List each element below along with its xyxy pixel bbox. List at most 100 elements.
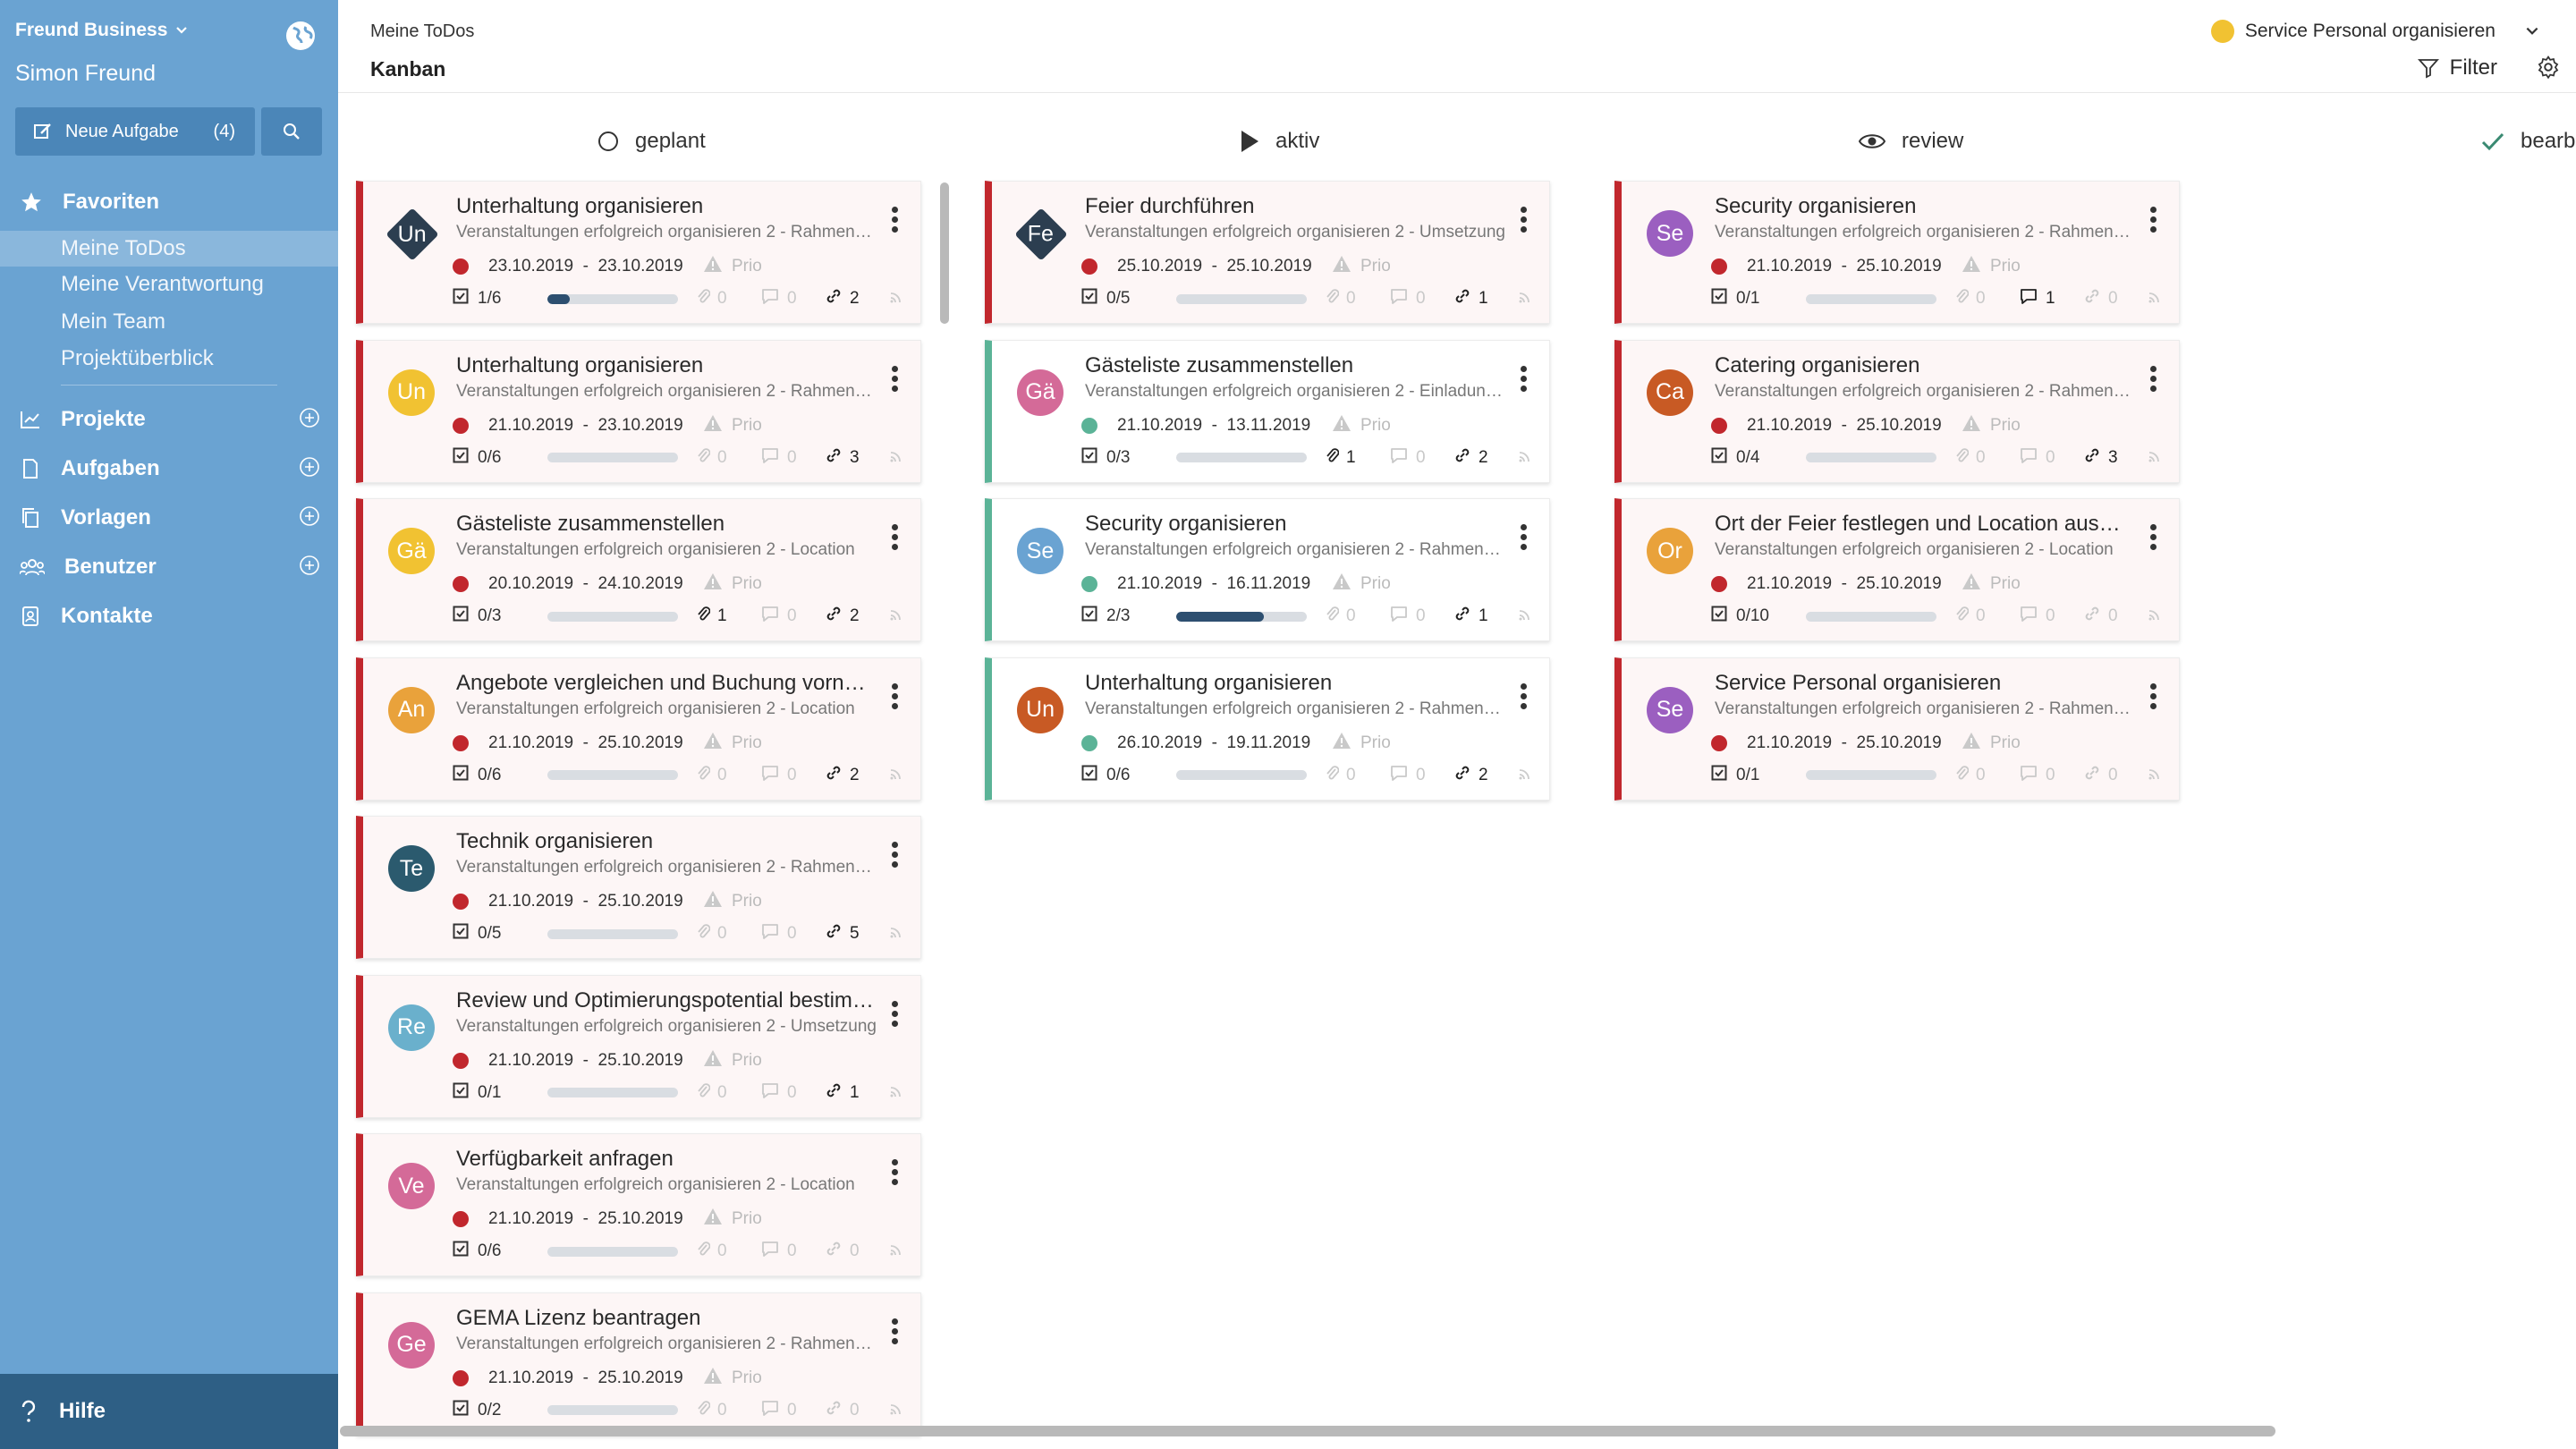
sidebar-item-meine-verantwortung[interactable]: Meine Verantwortung xyxy=(61,272,264,296)
task-card[interactable]: Se Security organisieren Veranstaltungen e… xyxy=(1614,181,2180,324)
checklist-count[interactable]: 0/2 xyxy=(453,1400,547,1421)
links-count[interactable]: 0 xyxy=(825,1399,889,1422)
links-count[interactable]: 0 xyxy=(2083,287,2148,310)
card-title[interactable]: Security organisieren xyxy=(1715,194,1917,218)
links-count[interactable]: 0 xyxy=(2083,764,2148,787)
card-menu-icon[interactable] xyxy=(892,1318,899,1344)
priority-indicator[interactable]: Prio xyxy=(1962,732,2021,755)
checklist-count[interactable]: 0/6 xyxy=(1081,765,1176,786)
comments-count[interactable]: 0 xyxy=(760,1081,825,1105)
comments-count[interactable]: 0 xyxy=(760,1399,825,1422)
task-card[interactable]: An Angebote vergleichen und Buchung vorne… xyxy=(356,657,921,801)
add-user-icon[interactable] xyxy=(299,555,320,576)
comments-count[interactable]: 0 xyxy=(2019,605,2083,628)
card-title[interactable]: Unterhaltung organisieren xyxy=(1085,670,1333,695)
search-button[interactable] xyxy=(261,107,322,156)
comments-count[interactable]: 0 xyxy=(760,287,825,310)
comments-count[interactable]: 0 xyxy=(2019,764,2083,787)
attachments-count[interactable]: 0 xyxy=(1954,605,2019,628)
checklist-count[interactable]: 0/1 xyxy=(1711,288,1806,309)
priority-indicator[interactable]: Prio xyxy=(703,732,762,755)
attachments-count[interactable]: 0 xyxy=(1325,605,1389,628)
card-menu-icon[interactable] xyxy=(892,1000,899,1027)
card-menu-icon[interactable] xyxy=(892,1159,899,1185)
attachments-count[interactable]: 0 xyxy=(1954,764,2019,787)
card-menu-icon[interactable] xyxy=(892,524,899,550)
attachments-count[interactable]: 1 xyxy=(1325,446,1389,470)
workspace-selector[interactable]: Freund Business xyxy=(15,20,189,41)
links-count[interactable]: 2 xyxy=(825,605,889,628)
links-count[interactable]: 1 xyxy=(1453,605,1518,628)
rss-icon[interactable] xyxy=(2148,765,2164,786)
card-menu-icon[interactable] xyxy=(892,682,899,709)
comments-count[interactable]: 0 xyxy=(760,764,825,787)
rss-icon[interactable] xyxy=(889,923,905,945)
checklist-count[interactable]: 0/5 xyxy=(453,923,547,945)
card-title[interactable]: Security organisieren xyxy=(1085,512,1287,536)
priority-indicator[interactable]: Prio xyxy=(1962,255,2021,278)
add-project-icon[interactable] xyxy=(299,407,320,428)
links-count[interactable]: 1 xyxy=(1453,287,1518,310)
links-count[interactable]: 3 xyxy=(2083,446,2148,470)
links-count[interactable]: 1 xyxy=(825,1081,889,1105)
new-task-button[interactable]: Neue Aufgabe (4) xyxy=(15,107,255,156)
rss-icon[interactable] xyxy=(1518,288,1534,309)
priority-indicator[interactable]: Prio xyxy=(703,572,762,596)
attachments-count[interactable]: 0 xyxy=(1954,287,2019,310)
priority-indicator[interactable]: Prio xyxy=(1332,732,1391,755)
project-selector[interactable]: Service Personal organisieren xyxy=(2210,20,2540,43)
rss-icon[interactable] xyxy=(889,288,905,309)
card-menu-icon[interactable] xyxy=(892,365,899,392)
sidebar-item-meine-todos[interactable]: Meine ToDos xyxy=(0,231,338,267)
card-title[interactable]: Angebote vergleichen und Buchung vornehm… xyxy=(456,670,877,695)
links-count[interactable]: 5 xyxy=(825,922,889,945)
task-card[interactable]: Re Review und Optimierungspotential besti… xyxy=(356,974,921,1118)
sidebar-item-projektueberblick[interactable]: Projektüberblick xyxy=(61,346,214,370)
checklist-count[interactable]: 0/6 xyxy=(453,765,547,786)
task-card[interactable]: Fe Feier durchführen Veranstaltungen erfol… xyxy=(985,181,1550,324)
rss-icon[interactable] xyxy=(2148,288,2164,309)
comments-count[interactable]: 0 xyxy=(760,605,825,628)
sidebar-item-mein-team[interactable]: Mein Team xyxy=(61,309,165,334)
task-card[interactable]: Un Unterhaltung organisieren Veranstaltung… xyxy=(356,339,921,483)
priority-indicator[interactable]: Prio xyxy=(703,414,762,437)
card-menu-icon[interactable] xyxy=(1521,365,1528,392)
card-menu-icon[interactable] xyxy=(1521,524,1528,550)
links-count[interactable]: 2 xyxy=(825,764,889,787)
rss-icon[interactable] xyxy=(889,1241,905,1262)
card-title[interactable]: Gästeliste zusammenstellen xyxy=(1085,352,1354,377)
attachments-count[interactable]: 0 xyxy=(696,764,760,787)
sidebar-favorites[interactable]: Favoriten xyxy=(20,190,159,215)
checklist-count[interactable]: 0/1 xyxy=(1711,765,1806,786)
priority-indicator[interactable]: Prio xyxy=(703,1049,762,1072)
task-card[interactable]: Ve Verfügbarkeit anfragen Veranstaltungen … xyxy=(356,1133,921,1276)
attachments-count[interactable]: 0 xyxy=(1325,287,1389,310)
filter-button[interactable]: Filter xyxy=(2417,55,2497,80)
checklist-count[interactable]: 0/6 xyxy=(453,447,547,469)
rss-icon[interactable] xyxy=(889,1082,905,1104)
rss-icon[interactable] xyxy=(1518,447,1534,469)
help-button[interactable]: Hilfe xyxy=(0,1374,338,1449)
priority-indicator[interactable]: Prio xyxy=(1332,414,1391,437)
comments-count[interactable]: 1 xyxy=(2019,287,2083,310)
rss-icon[interactable] xyxy=(889,606,905,627)
comments-count[interactable]: 0 xyxy=(1389,446,1453,470)
card-menu-icon[interactable] xyxy=(2150,682,2157,709)
task-card[interactable]: Gä Gästeliste zusammenstellen Veranstaltun… xyxy=(356,498,921,641)
task-card[interactable]: Un Unterhaltung organisieren Veranstaltung… xyxy=(356,181,921,324)
sidebar-vorlagen[interactable]: Vorlagen xyxy=(20,505,324,530)
attachments-count[interactable]: 0 xyxy=(696,1240,760,1263)
card-title[interactable]: Service Personal organisieren xyxy=(1715,670,2002,695)
card-menu-icon[interactable] xyxy=(892,842,899,868)
priority-indicator[interactable]: Prio xyxy=(1962,414,2021,437)
card-title[interactable]: Technik organisieren xyxy=(456,829,654,853)
task-card[interactable]: Se Service Personal organisieren Veranstal… xyxy=(1614,657,2180,801)
task-card[interactable]: Gä Gästeliste zusammenstellen Veranstaltun… xyxy=(985,339,1550,483)
checklist-count[interactable]: 0/4 xyxy=(1711,447,1806,469)
checklist-count[interactable]: 0/3 xyxy=(1081,447,1176,469)
sidebar-projekte[interactable]: Projekte xyxy=(20,407,324,432)
priority-indicator[interactable]: Prio xyxy=(1332,255,1391,278)
sidebar-benutzer[interactable]: Benutzer xyxy=(20,555,324,580)
task-card[interactable]: Un Unterhaltung organisieren Veranstaltung… xyxy=(985,657,1550,801)
priority-indicator[interactable]: Prio xyxy=(1962,572,2021,596)
